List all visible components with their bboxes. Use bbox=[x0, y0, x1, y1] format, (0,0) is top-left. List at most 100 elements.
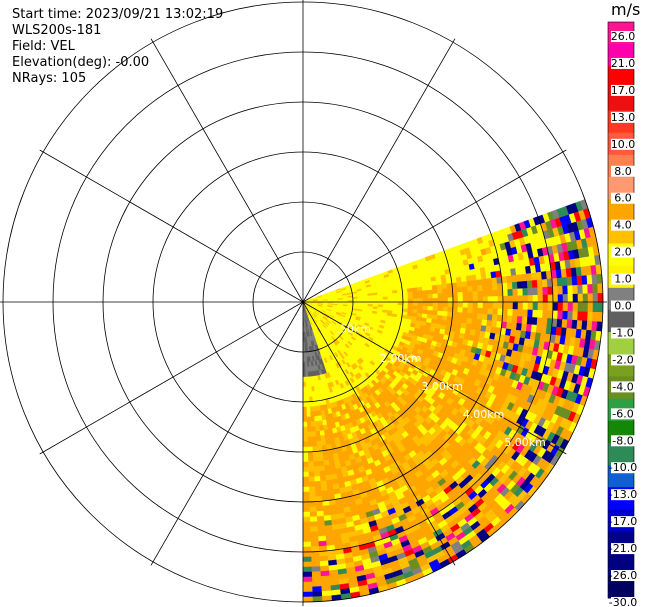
radar-gate bbox=[377, 302, 384, 305]
radar-gate bbox=[387, 293, 394, 298]
radar-gate bbox=[512, 288, 519, 297]
radar-gate bbox=[310, 536, 319, 543]
radar-gate bbox=[406, 288, 413, 293]
radar-gate bbox=[312, 451, 319, 457]
radar-gate bbox=[447, 287, 453, 294]
radar-gate bbox=[492, 289, 499, 297]
radar-gate bbox=[412, 305, 419, 310]
radar-gate bbox=[312, 446, 318, 452]
radar-gate bbox=[506, 282, 513, 290]
azimuth-spoke bbox=[302, 149, 567, 303]
radar-gate bbox=[316, 440, 322, 447]
radar-gate bbox=[407, 305, 414, 310]
radar-gate bbox=[302, 501, 310, 508]
radar-gate bbox=[477, 290, 484, 298]
radar-gate bbox=[517, 295, 524, 303]
radar-gate bbox=[372, 297, 379, 301]
radar-gate bbox=[562, 302, 569, 312]
radar-gate bbox=[302, 391, 307, 398]
radar-gate bbox=[482, 284, 488, 292]
radar-gate bbox=[317, 525, 326, 532]
radar-gate bbox=[541, 317, 548, 327]
radar-gate bbox=[526, 316, 533, 325]
colorbar-label: -6.0 bbox=[612, 407, 633, 420]
radar-gate bbox=[313, 461, 320, 467]
radar-gate bbox=[457, 302, 464, 308]
radar-gate bbox=[319, 565, 330, 572]
radar-gate bbox=[521, 280, 528, 289]
radar-gate bbox=[402, 292, 409, 297]
radar-gate bbox=[522, 295, 529, 303]
radar-gate bbox=[302, 566, 312, 573]
radar-gate bbox=[308, 466, 315, 473]
radar-gate bbox=[472, 291, 479, 298]
radar-gate bbox=[422, 290, 428, 295]
colorbar-label: 6.0 bbox=[614, 192, 632, 205]
radar-gate bbox=[387, 296, 394, 300]
radar-gate bbox=[315, 505, 324, 512]
radar-gate bbox=[571, 276, 578, 286]
radar-gate bbox=[472, 285, 478, 292]
radar-gate bbox=[447, 311, 453, 318]
radar-gate bbox=[322, 454, 329, 461]
radar-gate bbox=[309, 401, 314, 407]
radar-gate bbox=[521, 316, 528, 325]
radar-gate bbox=[561, 277, 568, 287]
radar-gate bbox=[392, 295, 399, 300]
radar-gate bbox=[457, 292, 464, 298]
radar-gate bbox=[320, 570, 330, 577]
radar-gate bbox=[532, 287, 539, 296]
radar-gate bbox=[582, 293, 589, 304]
radar-gate bbox=[311, 566, 321, 573]
radar-gate bbox=[309, 506, 317, 513]
radar-gate bbox=[566, 319, 573, 329]
radar-gate bbox=[470, 274, 477, 282]
radar-gate bbox=[517, 309, 524, 317]
radar-gate bbox=[312, 591, 323, 598]
radar-gate bbox=[582, 284, 589, 295]
range-label: 2.00km bbox=[380, 352, 422, 365]
radar-gate bbox=[442, 306, 449, 312]
radar-gate bbox=[302, 461, 309, 468]
radar-gate bbox=[306, 426, 312, 433]
radar-gate bbox=[502, 302, 509, 310]
radar-gate bbox=[305, 396, 310, 403]
radar-gate bbox=[306, 416, 311, 423]
radar-gate bbox=[487, 290, 494, 297]
radar-gate bbox=[412, 302, 419, 307]
radar-gate bbox=[472, 307, 479, 314]
radar-gate bbox=[302, 456, 309, 463]
colorbar-label: 26.0 bbox=[611, 30, 636, 43]
radar-gate bbox=[442, 302, 449, 308]
radar-gate bbox=[315, 495, 323, 502]
radar-gate bbox=[541, 279, 548, 288]
radar-gate bbox=[577, 284, 584, 295]
radar-gate bbox=[302, 576, 313, 583]
radar-gate bbox=[512, 302, 519, 310]
radar-gate bbox=[309, 406, 314, 412]
radar-gate bbox=[311, 576, 322, 583]
radar-gate bbox=[586, 274, 593, 285]
radar-gate bbox=[577, 293, 584, 304]
radar-gate bbox=[587, 293, 594, 304]
radar-gate bbox=[511, 274, 518, 283]
radar-gate bbox=[397, 295, 404, 300]
radar-gate bbox=[402, 295, 409, 300]
radar-gate bbox=[377, 296, 384, 301]
radar-gate bbox=[452, 302, 459, 308]
radar-gate bbox=[476, 319, 483, 326]
radar-gate bbox=[436, 284, 443, 290]
azimuth-spoke bbox=[39, 149, 304, 303]
radar-gate bbox=[452, 307, 459, 313]
radar-gate bbox=[432, 310, 438, 316]
radar-gate bbox=[320, 480, 327, 487]
radar-gate bbox=[526, 280, 533, 289]
radar-gate bbox=[392, 292, 399, 297]
colorbar-swatch bbox=[608, 66, 634, 89]
radar-gate bbox=[542, 302, 549, 311]
radar-gate bbox=[447, 306, 454, 313]
radar-gate bbox=[592, 311, 599, 322]
colorbar-label: 1.0 bbox=[614, 273, 632, 286]
radar-gate bbox=[491, 283, 498, 291]
radar-gate bbox=[302, 591, 313, 598]
